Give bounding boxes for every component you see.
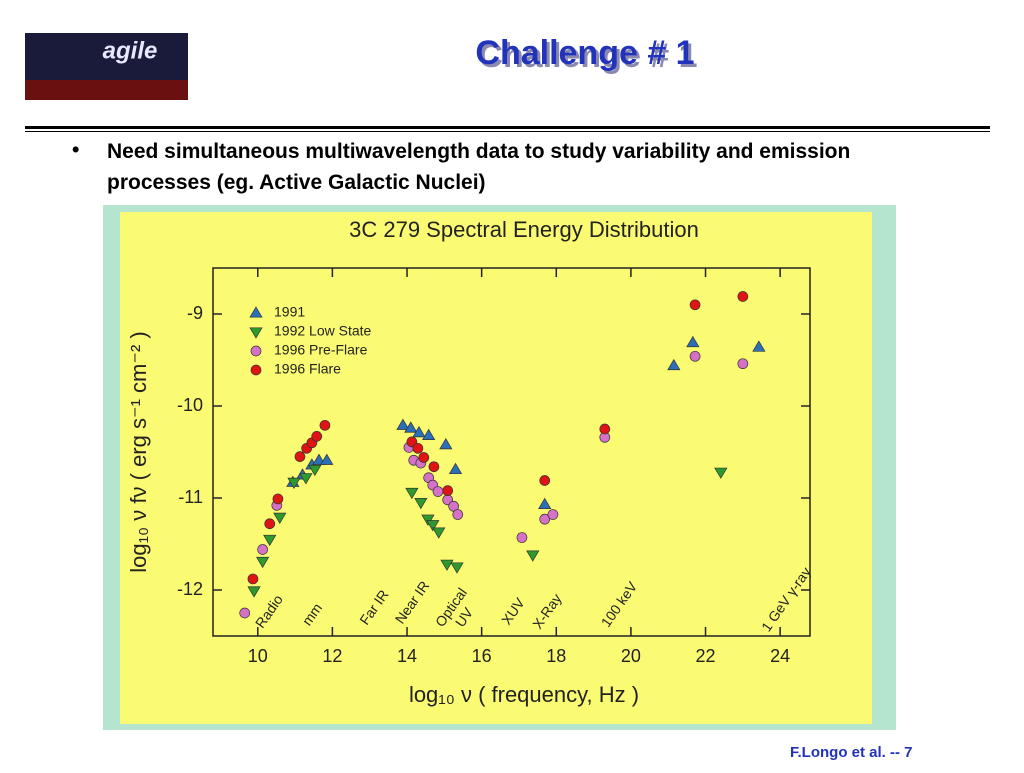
legend-label: 1996 Flare	[274, 361, 341, 377]
data-point	[599, 423, 611, 435]
data-point	[539, 513, 551, 525]
data-point	[273, 512, 287, 525]
y-tick-label: -10	[177, 395, 203, 415]
x-tick-label: 14	[397, 646, 417, 666]
data-point	[272, 493, 284, 505]
legend-marker	[250, 345, 262, 357]
logo-band	[25, 80, 188, 100]
data-point	[263, 534, 277, 547]
data-point	[442, 485, 454, 496]
data-point	[432, 486, 444, 497]
data-point	[432, 527, 446, 539]
data-point	[264, 518, 276, 530]
data-point	[439, 437, 453, 450]
data-point	[737, 358, 749, 370]
data-point	[452, 509, 464, 520]
legend-marker	[249, 306, 263, 318]
data-point	[308, 464, 322, 477]
data-point	[428, 461, 440, 473]
data-point	[412, 442, 424, 454]
data-point	[247, 573, 259, 585]
x-tick-label: 24	[770, 646, 790, 666]
data-point	[239, 607, 251, 619]
data-point	[440, 559, 454, 571]
footer: F.Longo et al. -- 7	[790, 744, 913, 761]
data-point	[299, 473, 313, 485]
data-point	[448, 462, 463, 475]
data-point	[320, 453, 334, 465]
data-point	[421, 514, 435, 526]
data-point	[256, 556, 270, 569]
data-point	[538, 497, 552, 509]
data-point	[396, 418, 410, 430]
legend-label: 1992 Low State	[274, 323, 372, 339]
rule	[25, 131, 990, 132]
data-point	[526, 550, 540, 562]
data-point	[547, 509, 559, 520]
x-tick-label: 18	[546, 646, 566, 666]
data-point	[404, 421, 418, 433]
chart-background	[120, 212, 872, 724]
data-point	[247, 586, 261, 598]
data-point	[426, 520, 440, 532]
plot-frame	[212, 267, 811, 637]
data-point	[412, 425, 426, 438]
bullet-box: Need simultaneous multiwavelength data t…	[107, 140, 851, 194]
x-tick-label: 22	[696, 646, 716, 666]
logo-text: agile	[103, 37, 158, 64]
data-point	[689, 299, 701, 311]
data-point	[311, 431, 323, 442]
data-point	[405, 487, 419, 500]
data-point	[257, 544, 268, 555]
slide-title: Challenge # 1	[475, 34, 694, 72]
data-point	[516, 532, 528, 543]
data-point	[714, 467, 728, 479]
y-tick-label: -9	[187, 303, 203, 323]
y-tick-label: -11	[178, 487, 203, 507]
data-point	[422, 428, 436, 440]
data-point	[737, 291, 749, 302]
legend-label: 1996 Pre-Flare	[274, 342, 368, 358]
x-axis-label: log₁₀ ν ( frequency, Hz )	[409, 682, 639, 707]
data-point	[752, 340, 766, 352]
chart-title: 3C 279 Spectral Energy Distribution	[349, 217, 699, 242]
legend-marker	[250, 364, 262, 376]
rule	[25, 126, 990, 129]
x-tick-label: 12	[322, 646, 342, 666]
y-tick-label: -12	[177, 579, 203, 599]
data-point	[418, 452, 430, 463]
x-tick-label: 20	[621, 646, 641, 666]
data-point	[539, 475, 551, 486]
data-point	[414, 498, 428, 510]
data-point	[287, 477, 301, 490]
data-point	[319, 419, 331, 431]
legend-label: 1991	[274, 304, 305, 320]
title-shadow: Challenge # 1	[478, 37, 697, 75]
data-point	[686, 335, 700, 348]
bullet-dot: •	[72, 139, 79, 162]
x-tick-label: 16	[472, 646, 492, 666]
x-tick-label: 10	[248, 646, 268, 666]
data-point	[689, 350, 701, 362]
y-axis-label: log₁₀ ν fν ( erg s⁻¹ cm⁻² )	[126, 331, 151, 572]
data-point	[294, 451, 306, 462]
data-point	[450, 562, 464, 574]
data-point	[667, 358, 681, 371]
bullet-text: Need simultaneous multiwavelength data t…	[107, 140, 851, 194]
legend-marker	[249, 327, 263, 339]
